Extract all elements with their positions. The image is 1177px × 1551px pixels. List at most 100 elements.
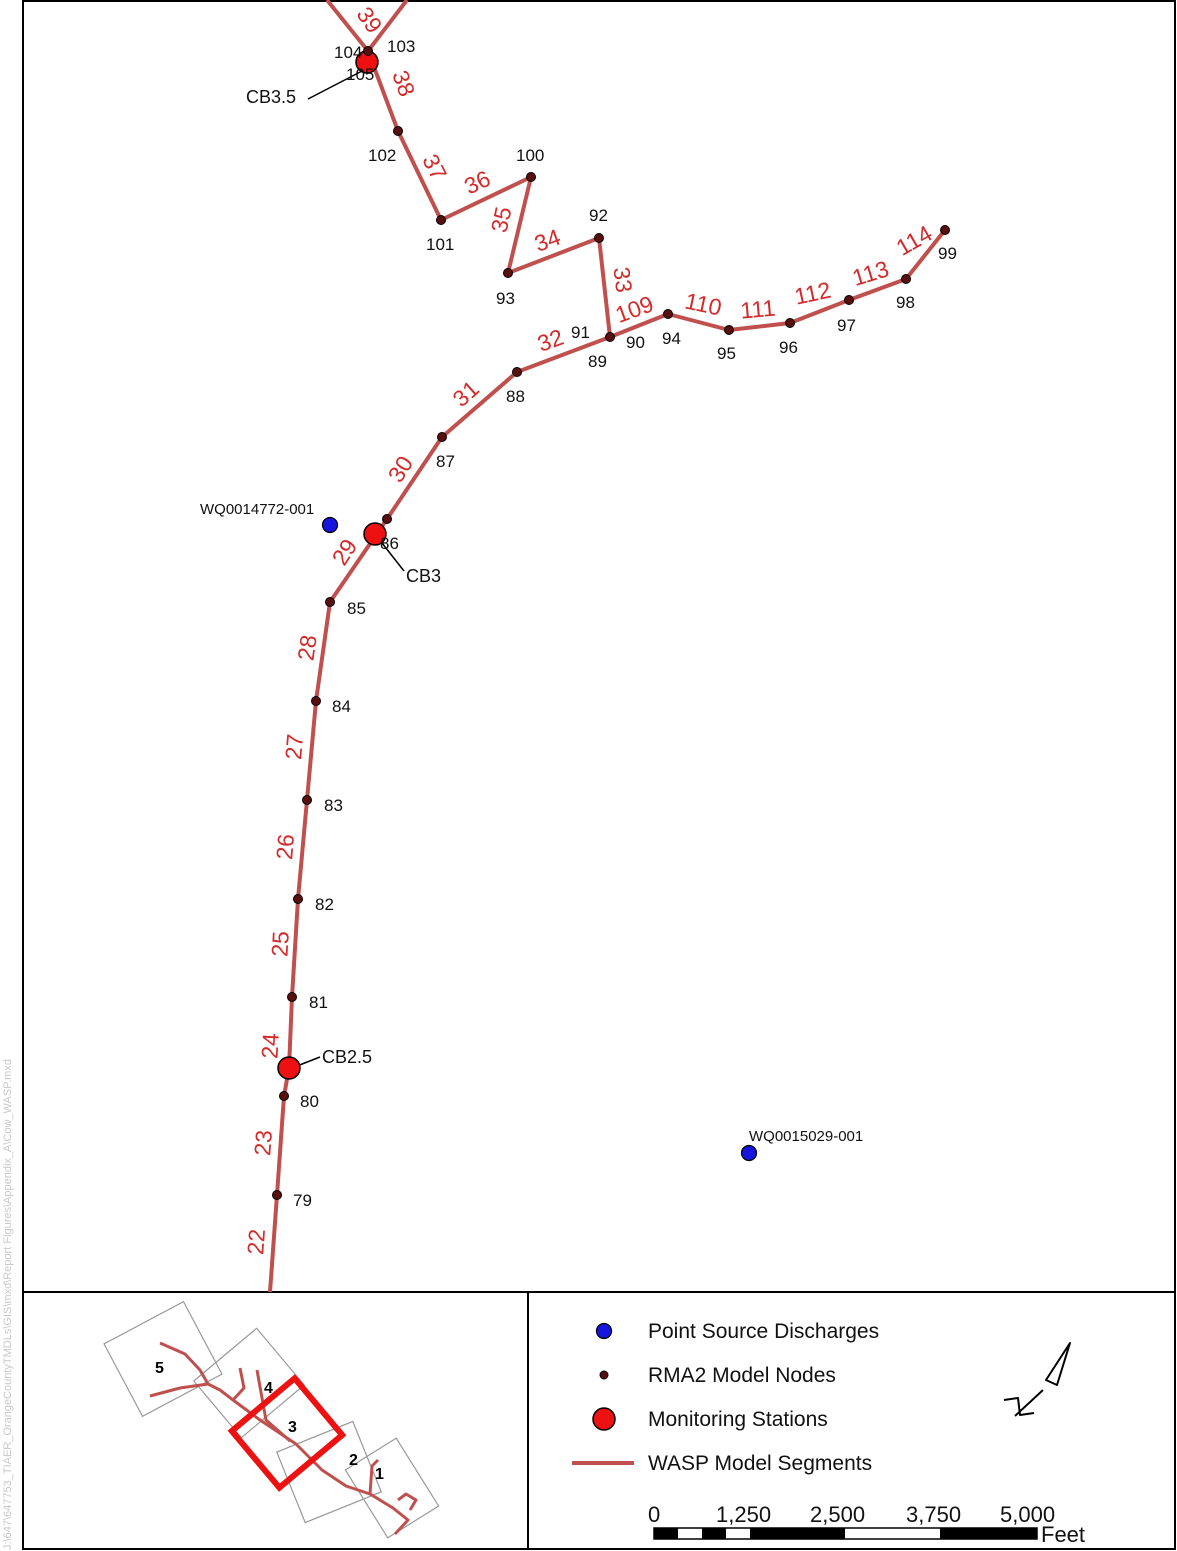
- index-panel-frame: [275, 1420, 383, 1524]
- station-leader-line: [381, 542, 405, 572]
- point-source-marker: [321, 516, 339, 534]
- node-label: 98: [896, 293, 915, 312]
- node-label: 91: [571, 323, 590, 342]
- model-node: [663, 309, 673, 319]
- scale-tick-label: 3,750: [906, 1502, 962, 1527]
- monitoring-station-marker: [363, 522, 387, 546]
- node-label: 83: [324, 796, 343, 815]
- node-label: 104: [334, 43, 362, 62]
- station-label: CB3: [406, 566, 441, 586]
- node-label: 105: [346, 65, 374, 84]
- scale-tick-label: 1,250: [716, 1502, 772, 1527]
- station-label: CB2.5: [322, 1047, 372, 1067]
- model-node: [526, 172, 536, 182]
- index-panel-label: 5: [155, 1360, 164, 1377]
- model-node: [279, 1091, 289, 1101]
- segment-label: 32: [534, 324, 567, 357]
- node-label: 97: [837, 316, 856, 335]
- index-river-line: [397, 1492, 418, 1511]
- node-label: 81: [309, 993, 328, 1012]
- legend-label: Point Source Discharges: [648, 1320, 880, 1343]
- node-label: 96: [779, 338, 798, 357]
- node-label: 99: [938, 244, 957, 263]
- node-label: 80: [300, 1092, 319, 1111]
- node-label: 101: [426, 235, 454, 254]
- segment-label: 110: [683, 288, 724, 321]
- model-node: [436, 215, 446, 225]
- index-river-line: [159, 1341, 410, 1536]
- node-label: 102: [368, 146, 396, 165]
- node-label: 79: [293, 1191, 312, 1210]
- scale-unit-label: Feet: [1041, 1522, 1086, 1547]
- segment-label: 25: [266, 930, 293, 957]
- model-node: [785, 318, 795, 328]
- index-map: 5 4 3 2 1: [103, 1300, 440, 1539]
- node-label: 84: [332, 697, 351, 716]
- node-label: 95: [717, 344, 736, 363]
- map-border: [22, 0, 1176, 1550]
- index-panel-frame: [103, 1300, 223, 1418]
- point-source-label: WQ0014772-001: [200, 501, 314, 518]
- index-panel-label: 2: [349, 1452, 358, 1469]
- model-node: [325, 597, 335, 607]
- node-label: 103: [387, 37, 415, 56]
- point-source-marker: [740, 1144, 758, 1162]
- index-river-line: [255, 1369, 291, 1443]
- model-node: [512, 367, 522, 377]
- node-label: 82: [315, 895, 334, 914]
- model-node: [901, 274, 911, 284]
- index-panel-label: 1: [375, 1466, 384, 1483]
- node-label: 86: [380, 534, 399, 553]
- model-node: [844, 295, 854, 305]
- wasp-segment-line-branch: [366, 0, 409, 53]
- model-node: [940, 225, 950, 235]
- node-label: 93: [496, 289, 515, 308]
- model-node: [393, 126, 403, 136]
- node-label: 85: [347, 599, 366, 618]
- model-node: [382, 514, 392, 524]
- segment-label: 38: [387, 67, 420, 100]
- legend-station-symbol: [592, 1407, 616, 1431]
- legend-node-symbol: [599, 1370, 609, 1380]
- node-label: 94: [662, 329, 681, 348]
- legend-label: RMA2 Model Nodes: [648, 1364, 836, 1387]
- scale-tick-label: 0: [648, 1502, 661, 1527]
- monitoring-station-marker: [277, 1056, 301, 1080]
- file-path-text: J:\647\647753_TIAER_OrangeCountyTMDLs\GI…: [2, 1059, 14, 1550]
- segment-label: 22: [242, 1228, 270, 1255]
- scale-tick-label: 5,000: [1000, 1502, 1056, 1527]
- node-label: 87: [436, 452, 455, 471]
- model-node: [605, 332, 615, 342]
- file-path-watermark: J:\647\647753_TIAER_OrangeCountyTMDLs\GI…: [2, 880, 16, 1550]
- index-panel-label: 3: [288, 1419, 297, 1436]
- node-label: 92: [589, 206, 608, 225]
- model-node: [272, 1190, 282, 1200]
- node-label: 100: [516, 146, 544, 165]
- model-node: [724, 325, 734, 335]
- index-highlight-frame: [227, 1374, 347, 1492]
- segment-label: 24: [256, 1032, 283, 1059]
- segment-label: 26: [271, 833, 299, 861]
- scale-bar: [653, 1527, 1038, 1540]
- wasp-segment-line-tributary: [609, 228, 947, 339]
- index-river-line: [368, 1458, 380, 1495]
- wasp-segment-line: [268, 0, 612, 1293]
- segment-label: 23: [249, 1129, 277, 1156]
- legend-label: Monitoring Stations: [648, 1408, 828, 1431]
- segment-label: 27: [280, 733, 308, 761]
- model-node: [363, 46, 373, 56]
- index-panel-frame: [344, 1437, 440, 1539]
- segment-label: 28: [292, 633, 321, 662]
- node-label: 88: [506, 387, 525, 406]
- model-node: [302, 795, 312, 805]
- index-panel-label: 4: [264, 1380, 273, 1397]
- legend-point-source-symbol: [595, 1322, 613, 1340]
- segment-label: 35: [486, 204, 517, 234]
- model-node: [293, 894, 303, 904]
- scale-tick-label: 2,500: [810, 1502, 866, 1527]
- model-node: [503, 268, 513, 278]
- index-river-line: [231, 1367, 246, 1402]
- station-label: CB3.5: [246, 87, 296, 107]
